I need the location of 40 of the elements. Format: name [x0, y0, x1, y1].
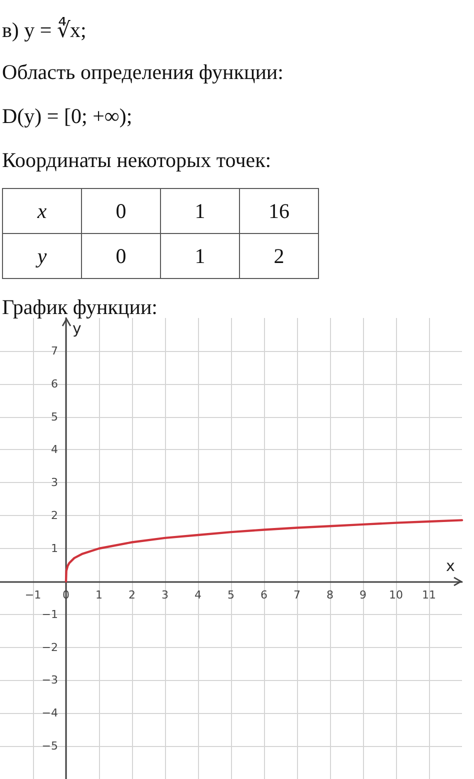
text: Область определения функции:: [2, 59, 285, 86]
text: D(y) = [0; +∞);: [2, 103, 134, 130]
x-tick-label: 3: [162, 588, 168, 602]
text: 1: [160, 234, 240, 278]
y-tick-label: 7: [51, 344, 58, 358]
y-tick-label: −2: [42, 640, 58, 654]
x-tick-label: 10: [389, 588, 403, 602]
y-tick-label: 4: [51, 443, 58, 456]
y-tick-label: −4: [42, 706, 58, 720]
y-tick-label: 2: [51, 509, 58, 522]
text: 16: [240, 188, 318, 234]
x-tick-label: −1: [24, 588, 42, 602]
text: x: [2, 188, 82, 234]
text: Координаты некоторых точек:: [2, 147, 272, 174]
text: 0: [82, 188, 160, 234]
x-tick-label: 4: [194, 588, 202, 602]
x-tick-label: 11: [422, 588, 436, 602]
line-series: [64, 519, 464, 583]
x-tick-label: 7: [294, 588, 300, 602]
y-tick-label: −3: [42, 674, 58, 687]
annotation: График функции:: [2, 295, 158, 319]
y-tick-label: −1: [42, 608, 58, 621]
x-tick-label: 1: [96, 588, 102, 602]
text: 1: [160, 188, 240, 234]
chart-title: в) y = ∜x;: [2, 16, 88, 44]
x-tick-label: 5: [228, 588, 234, 602]
y-tick-label: 6: [51, 377, 58, 390]
y-tick-label: 3: [51, 476, 58, 490]
x-tick-label: 6: [260, 588, 268, 602]
y-tick-label: −5: [42, 740, 58, 753]
text: 2: [240, 234, 318, 278]
text: y: [2, 234, 82, 278]
y-axis-title: y: [72, 320, 82, 338]
x-axis-title: x: [446, 556, 455, 575]
x-tick-label: 8: [326, 588, 334, 602]
y-tick-label: 1: [51, 542, 58, 555]
x-tick-label: 2: [128, 588, 136, 602]
text: 0: [82, 234, 160, 278]
x-tick-label: 9: [360, 588, 366, 602]
y-tick-label: 5: [51, 410, 58, 424]
